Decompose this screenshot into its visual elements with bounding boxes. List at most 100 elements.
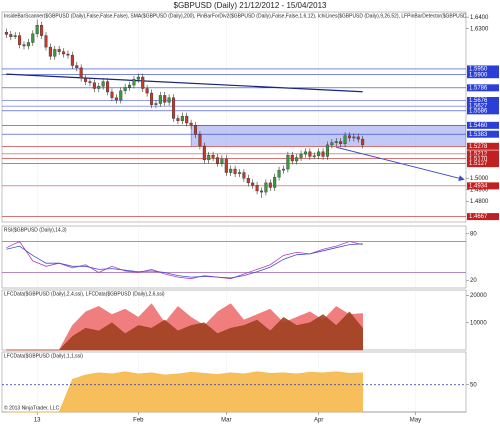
- level-label-box: [467, 142, 499, 150]
- candle-body: [356, 136, 360, 140]
- candle-body: [312, 155, 316, 157]
- candle-body: [4, 31, 8, 35]
- panel-title: LFCData($GBPUSD (Daily),1,1,ssi): [4, 353, 83, 359]
- candle-body: [79, 67, 83, 79]
- rsi-line: [6, 240, 363, 280]
- candle-body: [75, 65, 79, 69]
- candle-body: [40, 25, 44, 36]
- candle-body: [343, 135, 347, 144]
- y-tick-label: 1.4900: [470, 187, 489, 193]
- candle-body: [325, 144, 329, 157]
- candle-body: [224, 158, 228, 173]
- candle-body: [110, 91, 114, 98]
- y-tick-label: 1.6400: [470, 15, 489, 21]
- candle-body: [233, 168, 237, 174]
- level-label: 1.5127: [469, 161, 488, 167]
- candle-body: [189, 122, 193, 126]
- level-label-box: [467, 213, 499, 221]
- candle-body: [128, 84, 132, 88]
- candle-body: [281, 168, 285, 171]
- candle-body: [215, 157, 220, 164]
- candle-body: [334, 141, 338, 143]
- panel-frame: [1, 225, 467, 289]
- level-label: 1.5586: [469, 108, 488, 114]
- candle-body: [207, 155, 211, 161]
- candle-body: [66, 53, 70, 56]
- level-label: 1.5627: [469, 104, 488, 110]
- level-label-box: [467, 71, 499, 79]
- indicator-list: InsideBarScanner($GBPUSD (Daily),False,F…: [4, 13, 484, 19]
- level-label-box: [467, 96, 499, 104]
- x-tick-label: Feb: [133, 418, 144, 424]
- level-label: 1.5212: [469, 151, 488, 157]
- level-label: 1.5950: [469, 67, 488, 73]
- projection-arrow: [336, 146, 465, 182]
- level-label-box: [467, 155, 499, 163]
- candle-body: [352, 136, 356, 139]
- candle-body: [361, 138, 365, 146]
- candle-body: [242, 172, 246, 179]
- candle-body: [321, 151, 325, 157]
- candle-body: [330, 142, 334, 146]
- level-label-box: [467, 160, 499, 168]
- candle-body: [18, 35, 22, 45]
- candle-body: [70, 54, 74, 66]
- candle-body: [57, 49, 61, 52]
- level-label: 1.5900: [469, 72, 488, 78]
- candle-body: [13, 35, 17, 37]
- candle-body: [339, 141, 343, 144]
- candle-body: [92, 82, 96, 89]
- level-label-box: [467, 102, 499, 110]
- chart-title: $GBPUSD (Daily) 21/12/2012 - 15/04/2013: [174, 1, 328, 10]
- zone: [190, 125, 466, 147]
- level-label-box: [467, 107, 499, 115]
- panel-title: LFCData($GBPUSD (Daily),2,4,ssi), LFCDat…: [4, 291, 165, 297]
- panel-title: RSI($GBPUSD (Daily),14,3): [4, 227, 67, 233]
- candle-body: [35, 25, 39, 35]
- level-label: 1.5460: [469, 123, 488, 129]
- candle-body: [185, 115, 189, 124]
- rsi-line: [6, 243, 363, 279]
- y-tick-label: 1.4800: [470, 199, 489, 205]
- x-tick-label: Mar: [221, 418, 231, 424]
- candle-body: [167, 97, 171, 103]
- candle-body: [62, 51, 66, 55]
- candle-body: [255, 184, 259, 192]
- candle-body: [136, 76, 140, 80]
- candle-body: [198, 134, 202, 147]
- candle-body: [273, 176, 277, 188]
- candle-body: [44, 35, 48, 48]
- candle-body: [158, 95, 162, 104]
- candle-body: [106, 81, 110, 93]
- candle-body: [246, 178, 250, 184]
- level-label-box: [467, 65, 499, 73]
- level-label-box: [467, 130, 499, 138]
- candle-body: [145, 88, 149, 94]
- candle-body: [264, 182, 268, 193]
- candle-body: [22, 44, 26, 47]
- x-tick-label: May: [410, 418, 421, 424]
- candle-body: [229, 168, 233, 173]
- y-tick-label: 1.6300: [470, 26, 489, 32]
- candle-body: [141, 76, 145, 89]
- candle-body: [180, 115, 184, 121]
- candle-body: [150, 92, 154, 105]
- candle-body: [251, 182, 255, 186]
- candle-body: [176, 118, 180, 121]
- area: [6, 311, 363, 351]
- y-tick-label: 20: [470, 278, 477, 284]
- candle-body: [317, 151, 321, 157]
- level-label-box: [467, 182, 499, 190]
- level-label: 1.5786: [469, 85, 488, 91]
- candle-body: [114, 97, 118, 101]
- panel-frame: [1, 11, 467, 223]
- candle-body: [123, 87, 127, 92]
- candle-body: [286, 155, 290, 170]
- y-tick-label: 50: [470, 382, 477, 388]
- candle-body: [277, 170, 281, 178]
- level-label: 1.5383: [469, 132, 488, 138]
- candle-body: [193, 125, 198, 135]
- candle-body: [303, 151, 307, 155]
